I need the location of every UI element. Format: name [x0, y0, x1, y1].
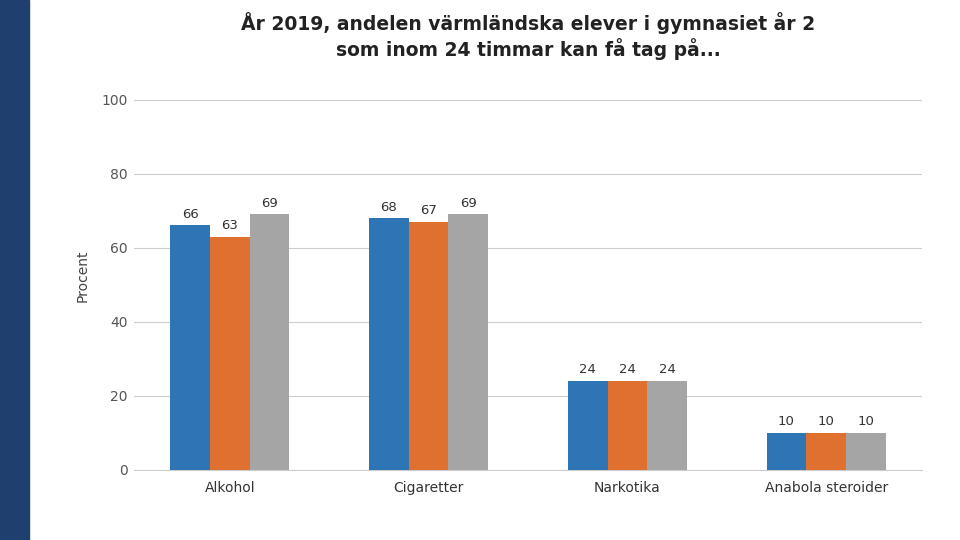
- Bar: [608, 381, 647, 470]
- Text: 10: 10: [778, 415, 795, 428]
- Bar: [806, 433, 846, 470]
- Text: 10: 10: [857, 415, 875, 428]
- Text: 66: 66: [181, 208, 199, 221]
- Bar: [170, 225, 210, 470]
- Text: 69: 69: [261, 197, 278, 210]
- Text: 24: 24: [579, 363, 596, 376]
- Bar: [647, 381, 687, 470]
- Y-axis label: Procent: Procent: [76, 249, 90, 302]
- Bar: [210, 237, 250, 470]
- Text: 68: 68: [380, 200, 397, 213]
- Text: 69: 69: [460, 197, 477, 210]
- Bar: [409, 222, 448, 470]
- Bar: [250, 214, 290, 470]
- Text: 24: 24: [619, 363, 636, 376]
- Text: 10: 10: [818, 415, 834, 428]
- Bar: [766, 433, 806, 470]
- Text: 63: 63: [222, 219, 238, 232]
- Bar: [369, 218, 409, 470]
- Text: 24: 24: [659, 363, 676, 376]
- Bar: [846, 433, 886, 470]
- Title: År 2019, andelen värmländska elever i gymnasiet år 2
som inom 24 timmar kan få t: År 2019, andelen värmländska elever i gy…: [241, 12, 815, 60]
- Bar: [567, 381, 608, 470]
- Legend: Totalt, Killar, Tjejer: Totalt, Killar, Tjejer: [404, 539, 652, 540]
- Bar: [448, 214, 489, 470]
- Text: 67: 67: [420, 204, 437, 217]
